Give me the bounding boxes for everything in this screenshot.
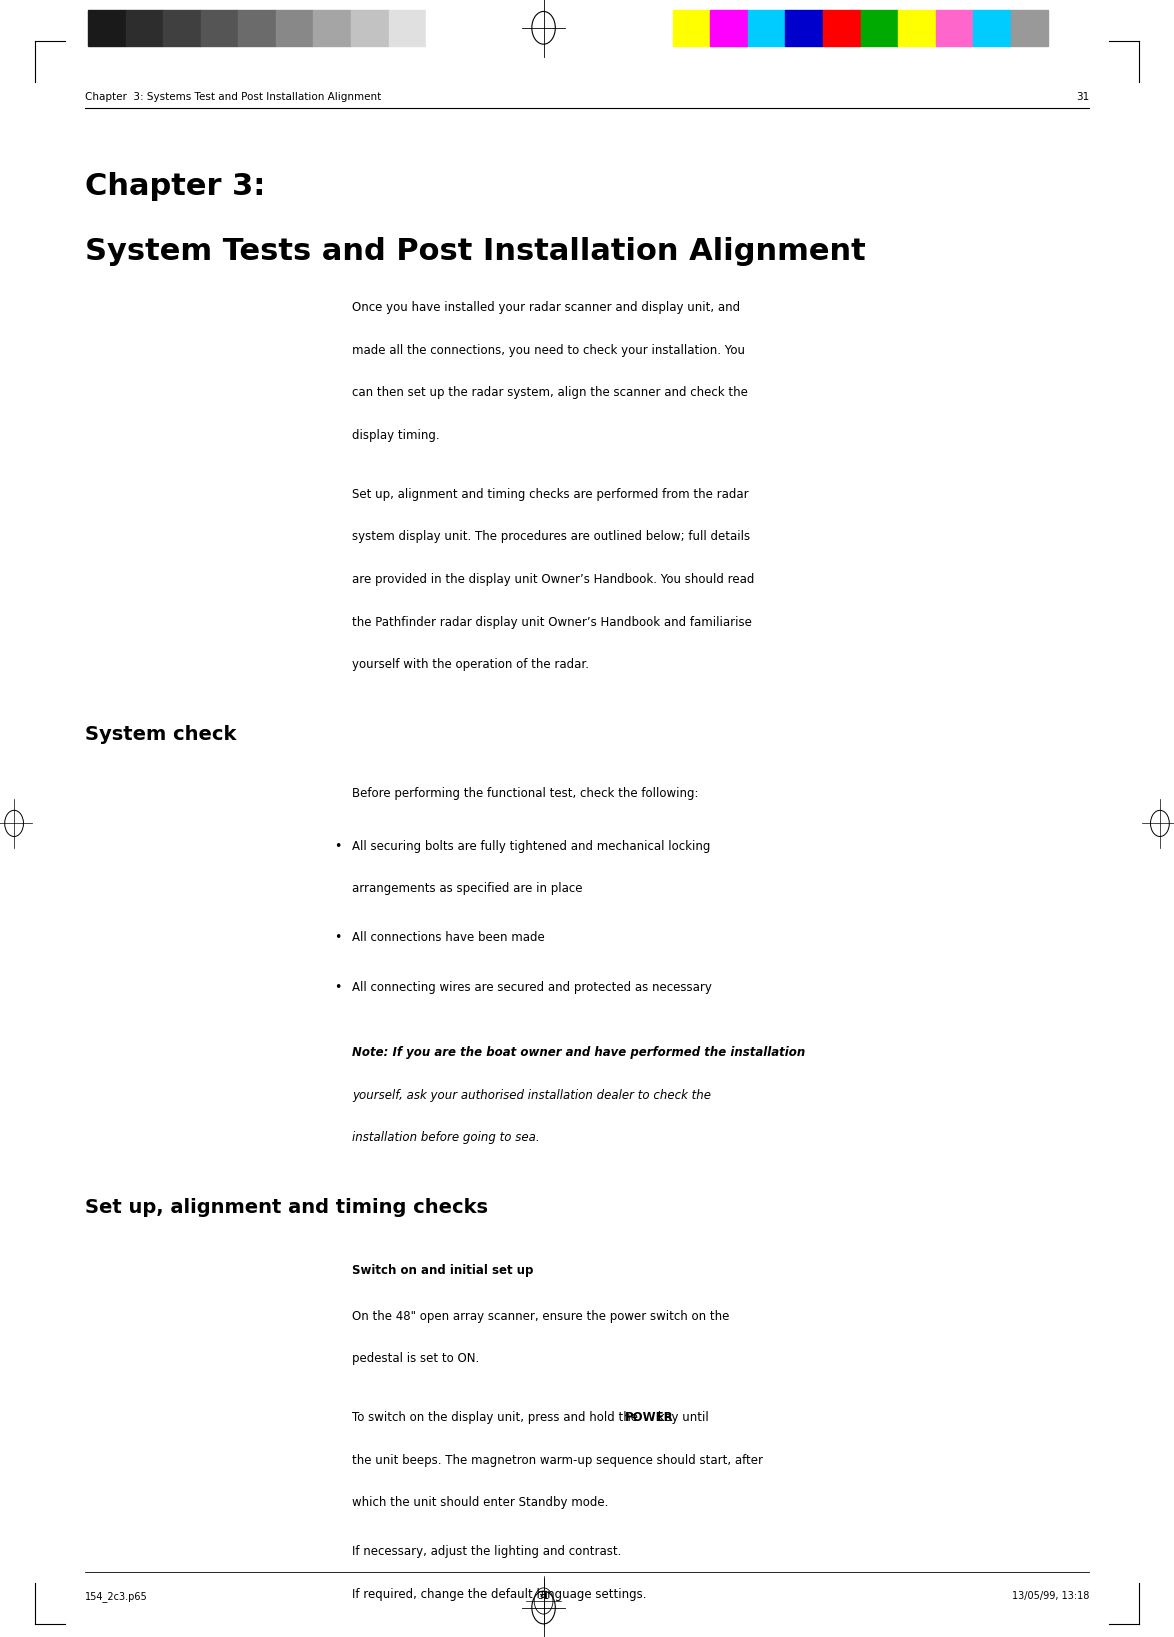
Text: can then set up the radar system, align the scanner and check the: can then set up the radar system, align … <box>352 386 748 399</box>
Bar <box>673 10 710 46</box>
Text: •: • <box>335 840 342 853</box>
Text: 31: 31 <box>1077 92 1089 101</box>
Text: installation before going to sea.: installation before going to sea. <box>352 1131 540 1144</box>
Bar <box>710 10 748 46</box>
Bar <box>313 10 351 46</box>
Text: System Tests and Post Installation Alignment: System Tests and Post Installation Align… <box>85 237 865 267</box>
Text: POWER: POWER <box>625 1411 674 1424</box>
Text: Set up, alignment and timing checks are performed from the radar: Set up, alignment and timing checks are … <box>352 488 749 501</box>
Text: display timing.: display timing. <box>352 429 440 442</box>
Bar <box>426 10 464 46</box>
Bar <box>898 10 936 46</box>
Text: Before performing the functional test, check the following:: Before performing the functional test, c… <box>352 787 699 800</box>
Bar <box>389 10 426 46</box>
Text: the Pathfinder radar display unit Owner’s Handbook and familiarise: the Pathfinder radar display unit Owner’… <box>352 616 753 629</box>
Text: Chapter 3:: Chapter 3: <box>85 172 265 201</box>
Text: arrangements as specified are in place: arrangements as specified are in place <box>352 882 582 895</box>
Bar <box>201 10 238 46</box>
Text: All connections have been made: All connections have been made <box>352 931 545 945</box>
Text: 154_2c3.p65: 154_2c3.p65 <box>85 1591 147 1603</box>
Bar <box>785 10 823 46</box>
Bar <box>973 10 1011 46</box>
Text: Switch on and initial set up: Switch on and initial set up <box>352 1264 533 1277</box>
Text: made all the connections, you need to check your installation. You: made all the connections, you need to ch… <box>352 344 745 357</box>
Text: On the 48" open array scanner, ensure the power switch on the: On the 48" open array scanner, ensure th… <box>352 1310 729 1323</box>
Text: All connecting wires are secured and protected as necessary: All connecting wires are secured and pro… <box>352 981 713 994</box>
Text: •: • <box>335 981 342 994</box>
Text: All securing bolts are fully tightened and mechanical locking: All securing bolts are fully tightened a… <box>352 840 710 853</box>
Bar <box>88 10 126 46</box>
Text: To switch on the display unit, press and hold the: To switch on the display unit, press and… <box>352 1411 642 1424</box>
Bar <box>748 10 785 46</box>
Text: 31: 31 <box>538 1591 549 1601</box>
Bar <box>238 10 276 46</box>
Text: which the unit should enter Standby mode.: which the unit should enter Standby mode… <box>352 1496 608 1509</box>
Text: Note: If you are the boat owner and have performed the installation: Note: If you are the boat owner and have… <box>352 1046 805 1059</box>
Bar <box>126 10 163 46</box>
Text: If necessary, adjust the lighting and contrast.: If necessary, adjust the lighting and co… <box>352 1545 621 1558</box>
Bar <box>351 10 389 46</box>
Text: •: • <box>335 931 342 945</box>
Bar <box>163 10 201 46</box>
Bar <box>936 10 973 46</box>
Text: Chapter  3: Systems Test and Post Installation Alignment: Chapter 3: Systems Test and Post Install… <box>85 92 380 101</box>
Text: key until: key until <box>654 1411 709 1424</box>
Text: Set up, alignment and timing checks: Set up, alignment and timing checks <box>85 1198 487 1218</box>
Text: yourself, ask your authorised installation dealer to check the: yourself, ask your authorised installati… <box>352 1089 711 1102</box>
Bar <box>861 10 898 46</box>
Text: pedestal is set to ON.: pedestal is set to ON. <box>352 1352 479 1365</box>
Text: the unit beeps. The magnetron warm-up sequence should start, after: the unit beeps. The magnetron warm-up se… <box>352 1454 763 1467</box>
Text: are provided in the display unit Owner’s Handbook. You should read: are provided in the display unit Owner’s… <box>352 573 755 586</box>
Bar <box>276 10 313 46</box>
Text: 13/05/99, 13:18: 13/05/99, 13:18 <box>1012 1591 1089 1601</box>
Text: yourself with the operation of the radar.: yourself with the operation of the radar… <box>352 658 589 671</box>
Text: System check: System check <box>85 725 236 745</box>
Text: system display unit. The procedures are outlined below; full details: system display unit. The procedures are … <box>352 530 750 543</box>
Bar <box>823 10 861 46</box>
Text: Once you have installed your radar scanner and display unit, and: Once you have installed your radar scann… <box>352 301 741 314</box>
Text: If required, change the default language settings.: If required, change the default language… <box>352 1588 647 1601</box>
Bar <box>1011 10 1048 46</box>
